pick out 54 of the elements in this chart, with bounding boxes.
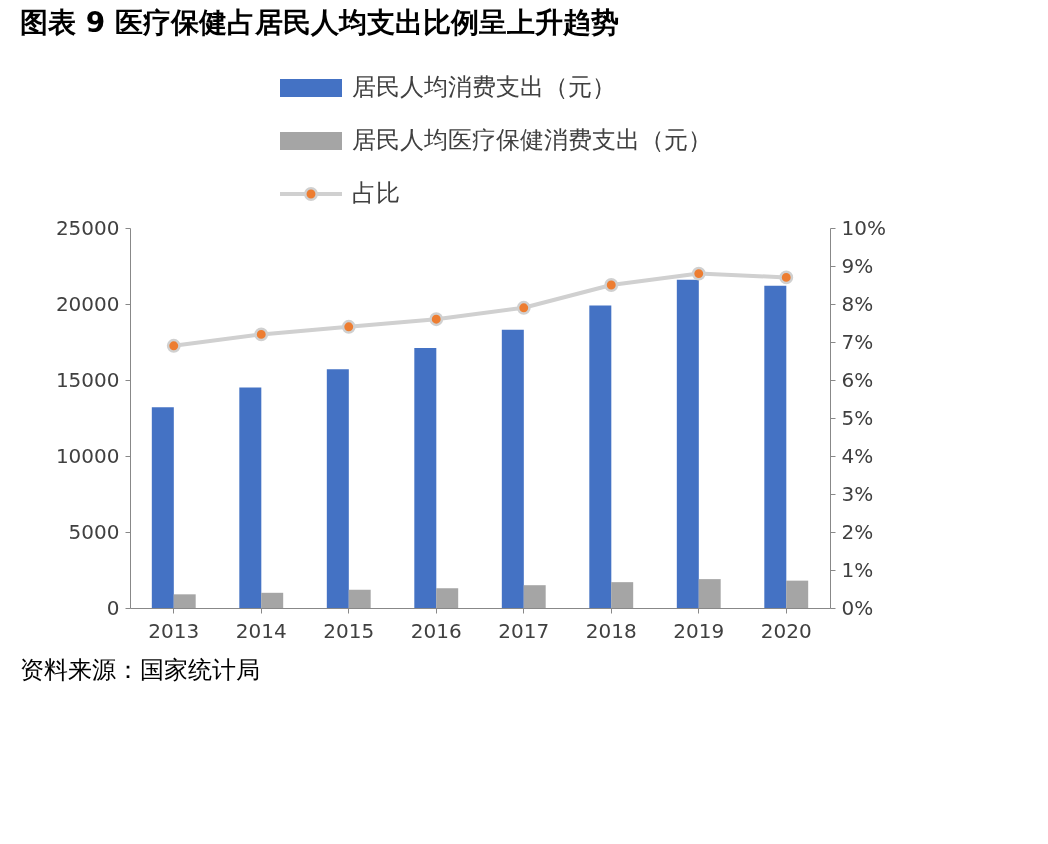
- bar: [698, 579, 721, 608]
- y-tick-label: 5000: [68, 519, 120, 544]
- y2-tick-label: 3%: [841, 481, 874, 506]
- x-tick-label: 2016: [410, 618, 462, 643]
- bar: [239, 387, 262, 608]
- point: [254, 327, 269, 342]
- bar: [326, 369, 349, 608]
- bar: [348, 589, 371, 608]
- y-tick-label: 25000: [55, 215, 120, 240]
- y2-tick-label: 9%: [841, 253, 874, 278]
- bar: [786, 580, 809, 608]
- text: 资料来源：国家统计局: [20, 656, 260, 684]
- bar: [414, 348, 437, 608]
- x-tick-label: 2015: [323, 618, 375, 643]
- x-tick-label: 2013: [148, 618, 200, 643]
- bar: [151, 407, 174, 608]
- x-tick-label: 2019: [673, 618, 725, 643]
- y2-tick-label: 7%: [841, 329, 874, 354]
- legend-label: 居民人均消费支出（元）: [352, 73, 616, 101]
- y-tick-label: 15000: [55, 367, 120, 392]
- bar: [261, 592, 284, 608]
- x-tick-label: 2014: [235, 618, 287, 643]
- point: [779, 270, 794, 285]
- x-tick-label: 2017: [498, 618, 550, 643]
- bar: [611, 582, 634, 608]
- legend-label: 居民人均医疗保健消费支出（元）: [352, 126, 712, 154]
- y-tick-label: 0: [106, 595, 120, 620]
- y2-tick-label: 10%: [841, 215, 886, 240]
- point: [604, 278, 619, 292]
- chart-title: 图表 9 医疗保健占居民人均支出比例呈上升趋势: [20, 6, 619, 39]
- x-tick-label: 2018: [585, 618, 637, 643]
- bar: [589, 305, 612, 608]
- bar: [523, 585, 546, 608]
- bar: [764, 285, 787, 608]
- bar: [676, 279, 699, 608]
- y2-tick-label: 5%: [841, 405, 874, 430]
- y2-tick-label: 8%: [841, 291, 874, 316]
- y2-tick-label: 2%: [841, 519, 874, 544]
- bar: [501, 329, 524, 608]
- y2-tick-label: 1%: [841, 557, 874, 582]
- x-tick-label: 2020: [760, 618, 812, 643]
- point: [341, 319, 356, 334]
- legend-label: 占比: [352, 179, 400, 207]
- point: [691, 266, 706, 281]
- bar: [436, 588, 459, 608]
- bar: [173, 594, 196, 608]
- y2-tick-label: 4%: [841, 443, 874, 468]
- y-tick-label: 10000: [55, 443, 120, 468]
- point: [516, 300, 531, 315]
- y-tick-label: 20000: [55, 291, 120, 316]
- y2-tick-label: 0%: [841, 595, 874, 620]
- y2-tick-label: 6%: [841, 367, 874, 392]
- point: [429, 312, 444, 327]
- point: [166, 338, 181, 353]
